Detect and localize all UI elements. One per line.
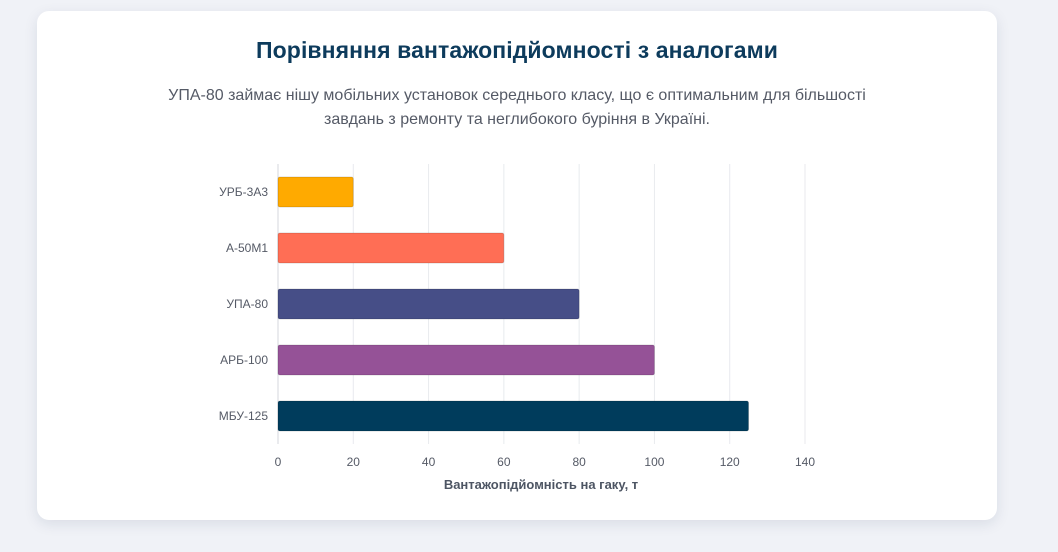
x-tick-labels: 0 20 40 60 80 100 120 140 bbox=[275, 455, 816, 469]
x-tick-label: 0 bbox=[275, 455, 282, 469]
x-tick-label: 40 bbox=[422, 455, 436, 469]
bar-5[interactable] bbox=[277, 400, 750, 432]
chart-title: Порівняння вантажопідйомності з аналогам… bbox=[256, 37, 778, 63]
category-label: А-50М1 bbox=[226, 241, 268, 255]
bar-chart: УРБ-3А3 А-50М1 УПА-80 АРБ-100 МБУ-125 0 20 40 6… bbox=[219, 164, 816, 492]
category-label: УРБ-3А3 bbox=[219, 185, 268, 199]
category-label: МБУ-125 bbox=[219, 409, 269, 423]
x-axis-label: Вантажопідйомність на гаку, т bbox=[444, 477, 638, 492]
category-label: АРБ-100 bbox=[220, 353, 268, 367]
x-tick-label: 120 bbox=[720, 455, 740, 469]
category-label: УПА-80 bbox=[226, 297, 268, 311]
bar-1[interactable] bbox=[277, 176, 354, 208]
x-tick-label: 140 bbox=[795, 455, 815, 469]
bar-4[interactable] bbox=[277, 344, 655, 376]
x-tick-label: 80 bbox=[572, 455, 586, 469]
chart-card: Порівняння вантажопідйомності з аналогам… bbox=[37, 11, 997, 520]
x-tick-label: 20 bbox=[347, 455, 361, 469]
x-tick-label: 60 bbox=[497, 455, 511, 469]
bar-2[interactable] bbox=[277, 232, 505, 264]
x-tick-label: 100 bbox=[644, 455, 664, 469]
chart-subtitle: УПА-80 займає нішу мобільних установок с… bbox=[168, 87, 866, 128]
bars bbox=[277, 176, 750, 432]
category-labels: УРБ-3А3 А-50М1 УПА-80 АРБ-100 МБУ-125 bbox=[219, 185, 269, 423]
bar-3[interactable] bbox=[277, 288, 580, 320]
